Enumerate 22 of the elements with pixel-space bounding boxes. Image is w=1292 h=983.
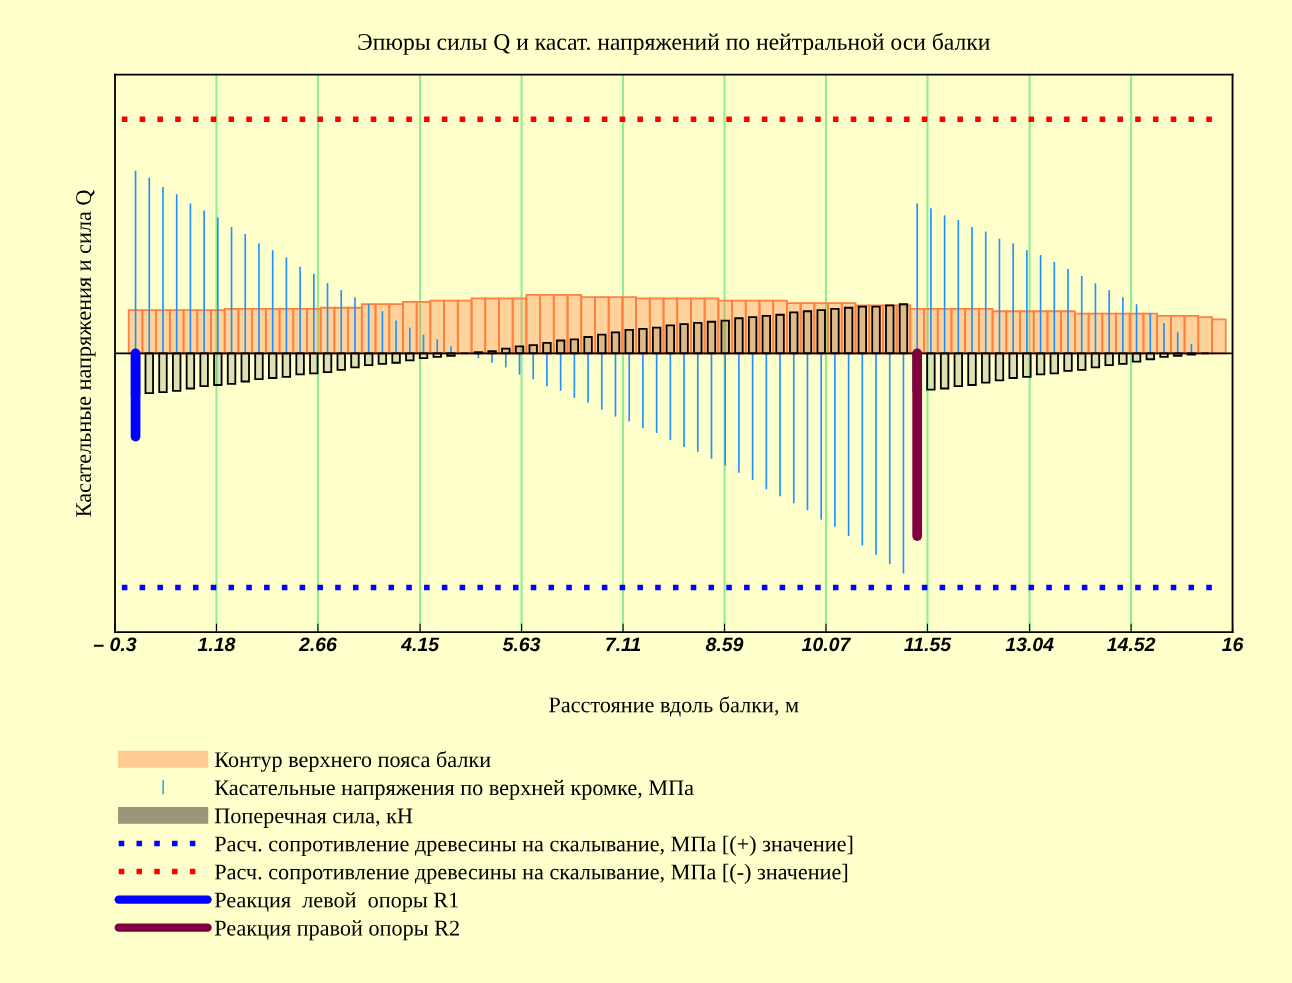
- y-axis-title: Касательные напряжения и сила Q: [76, 189, 96, 517]
- legend-label: Реакция правой опоры R2: [214, 920, 459, 941]
- x-tick-label: 5.63: [502, 637, 541, 652]
- legend-label: Расч. сопротивление древесины на скалывание, МПа [(-) значение]: [214, 863, 848, 885]
- legend-label: Касательные напряжения по верхней кромке, МПа: [214, 779, 694, 800]
- x-tick-label: 7.11: [606, 637, 641, 652]
- legend-label: Реакция левой опоры R1: [214, 892, 458, 913]
- x-tick-label: 16: [1222, 637, 1244, 652]
- x-tick-label: 11.55: [904, 637, 952, 652]
- legend-label: Поперечная сила, кН: [214, 808, 413, 828]
- x-axis-title: Расстояние вдоль балки, м: [549, 696, 799, 717]
- legend-label: Контур верхнего пояса балки: [214, 751, 491, 772]
- x-tick-label: 10.07: [801, 637, 852, 652]
- x-tick-label: 4.15: [400, 637, 440, 652]
- x-tick-label: 13.04: [1005, 637, 1054, 652]
- chart-title: Эпюры силы Q и касат. напряжений по нейтральной оси балки: [358, 32, 990, 55]
- x-tick-label: 1.18: [197, 637, 236, 652]
- x-tick-label: 2.66: [298, 637, 337, 652]
- x-tick-label: – 0.3: [93, 637, 137, 652]
- x-tick-label: 14.52: [1107, 637, 1156, 652]
- legend-label: Расч. сопротивление древесины на скалывание, МПа [(+) значение]: [214, 835, 853, 856]
- x-tick-label: 8.59: [705, 637, 744, 652]
